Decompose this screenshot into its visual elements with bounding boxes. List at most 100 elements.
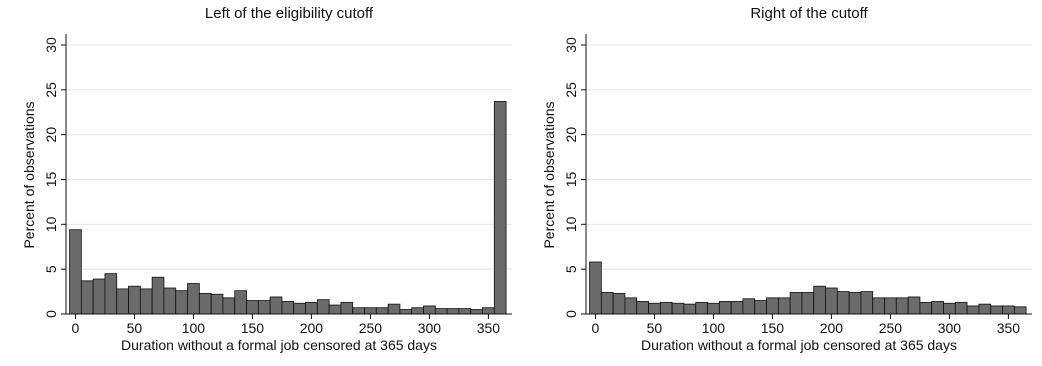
histogram-bar bbox=[671, 302, 685, 315]
histogram-bar bbox=[789, 292, 803, 315]
histogram-bar bbox=[340, 301, 354, 315]
histogram-bar bbox=[305, 301, 318, 315]
y-tick-label: 15 bbox=[563, 171, 579, 187]
histogram-bar bbox=[139, 288, 153, 315]
histogram-bar bbox=[589, 261, 602, 315]
histogram-bar bbox=[423, 305, 436, 315]
y-tick-label: 20 bbox=[43, 127, 59, 143]
histogram-bar bbox=[198, 292, 212, 315]
histogram-bar bbox=[907, 296, 921, 315]
histogram-bar bbox=[683, 303, 697, 315]
histogram-bar bbox=[931, 301, 944, 315]
histogram-bar bbox=[966, 305, 980, 315]
histogram-bar bbox=[210, 293, 224, 315]
x-tick-label: 250 bbox=[879, 320, 903, 336]
histogram-bar bbox=[695, 301, 708, 315]
histogram-bar bbox=[222, 297, 236, 315]
histogram-bar bbox=[1002, 305, 1015, 315]
histogram-bar bbox=[234, 290, 247, 315]
chart-title: Right of the cutoff bbox=[750, 5, 868, 22]
y-tick-label: 30 bbox=[563, 37, 579, 53]
x-axis-label: Duration without a formal job censored a… bbox=[641, 337, 957, 353]
chart-panel-right: 0 5 10 15 20 25 30 0 50 100 150 200 250 300 350 Right o… bbox=[526, 0, 1040, 366]
x-tick-label: 150 bbox=[241, 320, 265, 336]
histogram-bar bbox=[269, 296, 283, 315]
y-tick-label: 30 bbox=[43, 37, 59, 53]
histogram-bar bbox=[116, 288, 129, 315]
histogram-bar bbox=[92, 278, 106, 315]
histogram-bar bbox=[801, 292, 815, 315]
chart-title: Left of the eligibility cutoff bbox=[205, 5, 374, 22]
y-tick-label: 10 bbox=[43, 216, 59, 232]
y-axis-label: Percent of observations bbox=[541, 101, 557, 248]
y-axis-label: Percent of observations bbox=[21, 101, 37, 248]
x-tick-label: 350 bbox=[997, 320, 1021, 336]
x-tick-label: 350 bbox=[477, 320, 501, 336]
histogram-bar bbox=[943, 302, 956, 315]
histogram-bar bbox=[707, 302, 720, 315]
histogram-bar bbox=[636, 301, 649, 315]
histogram-bar bbox=[281, 301, 295, 315]
histogram-bar bbox=[895, 297, 909, 315]
histogram-bar bbox=[387, 303, 401, 315]
histogram-bar bbox=[399, 309, 413, 315]
histogram-bar bbox=[860, 291, 874, 315]
histogram-bar bbox=[316, 299, 330, 315]
x-axis-label: Duration without a formal job censored a… bbox=[121, 337, 437, 353]
histogram-bar bbox=[872, 297, 885, 315]
x-tick-label: 0 bbox=[72, 320, 80, 336]
histogram-bar bbox=[458, 308, 472, 315]
histogram-bar bbox=[777, 297, 791, 315]
histogram-bar bbox=[151, 276, 165, 315]
x-tick-label: 100 bbox=[182, 320, 206, 336]
histogram-bar bbox=[742, 298, 756, 315]
histogram-bar bbox=[754, 300, 767, 315]
x-tick-label: 0 bbox=[592, 320, 600, 336]
y-tick-label: 10 bbox=[563, 216, 579, 232]
histogram-bar bbox=[364, 307, 377, 315]
histogram-bar bbox=[187, 283, 200, 315]
histogram-bar bbox=[884, 297, 897, 315]
histogram-bar bbox=[411, 307, 424, 315]
histogram-bar bbox=[257, 300, 271, 315]
histogram-bar bbox=[813, 285, 826, 315]
x-tick-label: 250 bbox=[359, 320, 383, 336]
y-tick-label: 15 bbox=[43, 171, 59, 187]
histogram-bar bbox=[69, 229, 82, 315]
histogram-bar bbox=[825, 287, 838, 315]
y-tick-label: 25 bbox=[43, 82, 59, 98]
histogram-bar bbox=[446, 308, 460, 315]
x-tick-label: 50 bbox=[647, 320, 663, 336]
x-tick-label: 150 bbox=[761, 320, 785, 336]
histogram-bar bbox=[434, 308, 448, 315]
histogram-bar bbox=[919, 301, 933, 315]
histogram-bar bbox=[375, 307, 389, 315]
x-tick-label: 200 bbox=[820, 320, 844, 336]
histogram-bar bbox=[293, 302, 306, 315]
histogram-bar bbox=[482, 307, 495, 315]
histogram-bar bbox=[624, 297, 638, 315]
y-tick-label: 5 bbox=[563, 265, 579, 273]
y-tick-label: 5 bbox=[43, 265, 59, 273]
histogram-bar bbox=[470, 309, 483, 315]
histogram-bar bbox=[128, 285, 141, 315]
histogram-bar bbox=[175, 290, 188, 315]
histogram-bar bbox=[600, 292, 614, 315]
histogram-bar bbox=[978, 303, 992, 315]
x-tick-label: 200 bbox=[300, 320, 324, 336]
y-tick-label: 0 bbox=[43, 310, 59, 318]
x-tick-label: 50 bbox=[127, 320, 143, 336]
histogram-bar bbox=[730, 301, 744, 315]
y-tick-label: 0 bbox=[563, 310, 579, 318]
histogram-bar bbox=[766, 297, 779, 315]
histogram-bar bbox=[104, 273, 118, 315]
x-tick-label: 300 bbox=[418, 320, 442, 336]
x-tick-label: 300 bbox=[938, 320, 962, 336]
histogram-bar bbox=[848, 292, 862, 315]
histogram-bar bbox=[990, 305, 1003, 315]
histogram-bar bbox=[648, 302, 661, 315]
y-tick-label: 20 bbox=[563, 127, 579, 143]
x-tick-label: 100 bbox=[702, 320, 726, 336]
histogram-bar bbox=[493, 101, 507, 315]
